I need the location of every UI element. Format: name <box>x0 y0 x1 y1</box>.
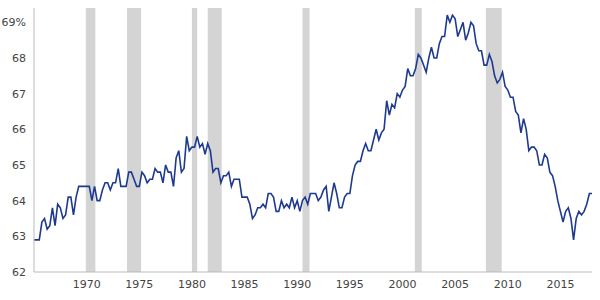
svg-text:64: 64 <box>12 195 26 208</box>
svg-text:1995: 1995 <box>336 278 364 291</box>
svg-text:2015: 2015 <box>546 278 574 291</box>
svg-text:66: 66 <box>12 123 26 136</box>
svg-text:65: 65 <box>12 159 26 172</box>
svg-text:69%: 69% <box>8 16 26 29</box>
svg-text:1985: 1985 <box>231 278 259 291</box>
svg-text:63: 63 <box>12 230 26 243</box>
svg-text:1970: 1970 <box>73 278 101 291</box>
svg-text:67: 67 <box>12 88 26 101</box>
svg-text:2005: 2005 <box>441 278 469 291</box>
svg-text:68: 68 <box>12 52 26 65</box>
svg-text:62: 62 <box>12 266 26 279</box>
svg-text:1980: 1980 <box>178 278 206 291</box>
svg-text:1990: 1990 <box>283 278 311 291</box>
svg-text:1975: 1975 <box>125 278 153 291</box>
svg-text:2010: 2010 <box>494 278 522 291</box>
svg-text:2000: 2000 <box>388 278 416 291</box>
